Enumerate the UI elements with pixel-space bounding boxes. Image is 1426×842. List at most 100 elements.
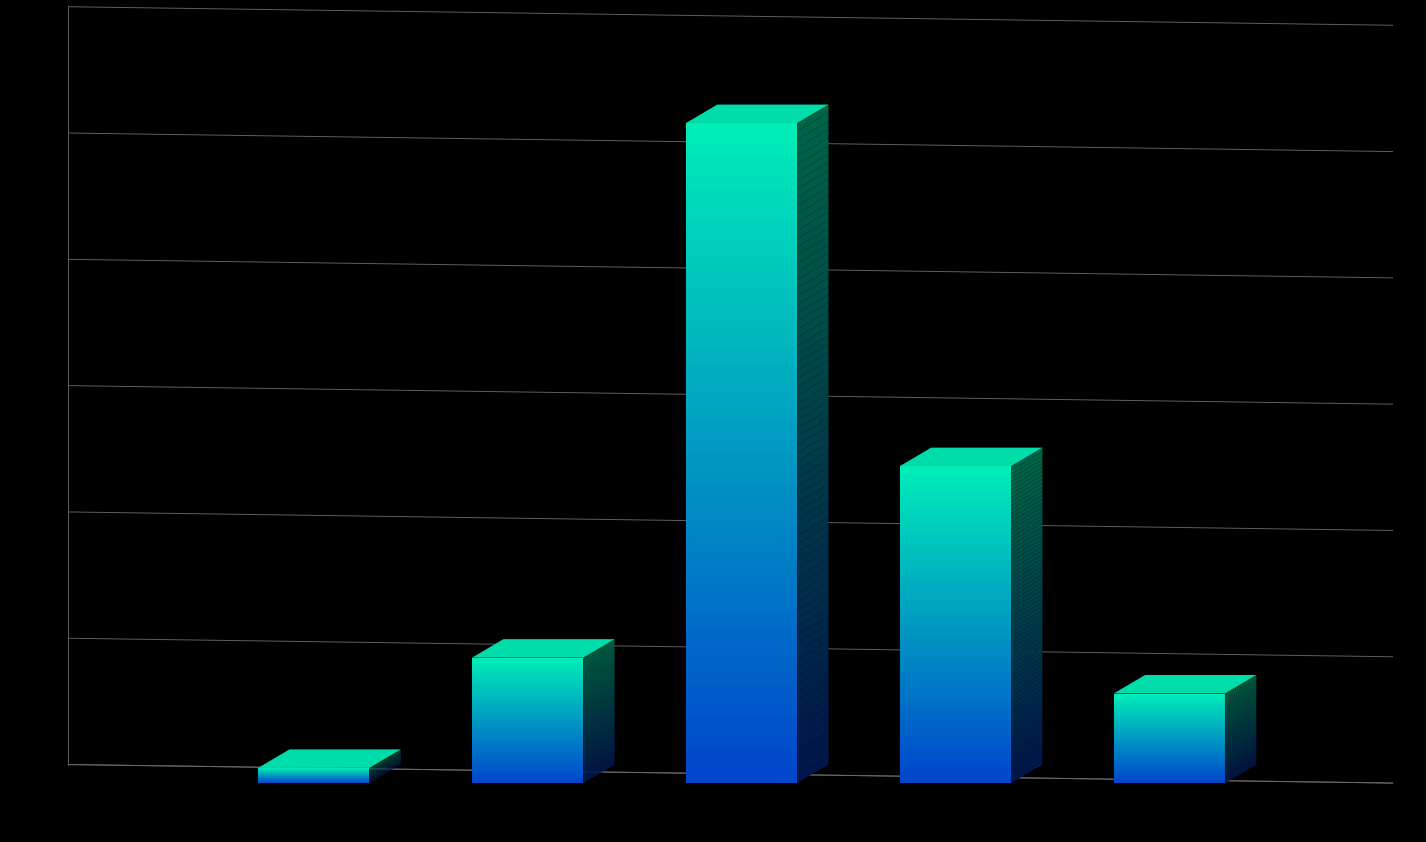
Polygon shape [583, 739, 615, 759]
Polygon shape [686, 610, 797, 618]
Polygon shape [369, 754, 401, 772]
Polygon shape [369, 757, 401, 775]
Polygon shape [797, 130, 829, 156]
Polygon shape [1011, 562, 1042, 585]
Polygon shape [472, 739, 583, 741]
Polygon shape [900, 648, 1011, 653]
Polygon shape [369, 761, 401, 780]
Polygon shape [583, 695, 615, 716]
Polygon shape [797, 352, 829, 379]
Polygon shape [686, 396, 797, 403]
Polygon shape [369, 753, 401, 771]
Polygon shape [369, 749, 401, 768]
Polygon shape [686, 123, 797, 131]
Polygon shape [1011, 539, 1042, 562]
Polygon shape [900, 482, 1011, 486]
Polygon shape [1225, 704, 1256, 724]
Polygon shape [900, 723, 1011, 727]
Polygon shape [1114, 725, 1225, 726]
Polygon shape [1011, 586, 1042, 609]
Polygon shape [472, 767, 583, 769]
Polygon shape [1225, 740, 1256, 759]
Polygon shape [1114, 718, 1225, 719]
Polygon shape [686, 403, 797, 412]
Polygon shape [1225, 679, 1256, 698]
Polygon shape [900, 727, 1011, 732]
Polygon shape [1011, 650, 1042, 672]
Polygon shape [1011, 697, 1042, 720]
Polygon shape [686, 255, 797, 264]
Polygon shape [1011, 630, 1042, 653]
Polygon shape [583, 719, 615, 739]
Polygon shape [369, 754, 401, 773]
Polygon shape [900, 601, 1011, 605]
Polygon shape [1011, 669, 1042, 692]
Polygon shape [369, 756, 401, 775]
Polygon shape [1011, 555, 1042, 577]
Polygon shape [1114, 698, 1225, 699]
Polygon shape [583, 701, 615, 721]
Polygon shape [1114, 762, 1225, 763]
Polygon shape [900, 537, 1011, 541]
Polygon shape [797, 756, 829, 783]
Polygon shape [1011, 583, 1042, 605]
Polygon shape [686, 742, 797, 750]
Polygon shape [1225, 728, 1256, 749]
Polygon shape [472, 725, 583, 727]
Polygon shape [1011, 574, 1042, 597]
Polygon shape [900, 506, 1011, 509]
Polygon shape [369, 751, 401, 770]
Polygon shape [472, 639, 615, 658]
Polygon shape [1011, 626, 1042, 648]
Polygon shape [1011, 665, 1042, 688]
Polygon shape [797, 732, 829, 759]
Polygon shape [472, 743, 583, 745]
Polygon shape [797, 319, 829, 346]
Polygon shape [1225, 692, 1256, 711]
Polygon shape [797, 706, 829, 733]
Polygon shape [1225, 727, 1256, 747]
Polygon shape [1011, 693, 1042, 716]
Polygon shape [900, 763, 1011, 767]
Polygon shape [686, 775, 797, 783]
Polygon shape [583, 697, 615, 717]
Polygon shape [369, 759, 401, 777]
Polygon shape [472, 690, 583, 692]
Polygon shape [686, 668, 797, 676]
Polygon shape [797, 253, 829, 280]
Polygon shape [583, 724, 615, 743]
Polygon shape [583, 721, 615, 741]
Polygon shape [1011, 499, 1042, 522]
Polygon shape [1114, 769, 1225, 770]
Polygon shape [369, 757, 401, 776]
Polygon shape [369, 750, 401, 769]
Polygon shape [1114, 775, 1225, 776]
Polygon shape [797, 591, 829, 618]
Polygon shape [583, 664, 615, 685]
Polygon shape [900, 676, 1011, 680]
Polygon shape [472, 701, 583, 703]
Polygon shape [1225, 758, 1256, 777]
Polygon shape [797, 204, 829, 231]
Polygon shape [369, 763, 401, 781]
Polygon shape [1225, 716, 1256, 735]
Polygon shape [1225, 714, 1256, 733]
Polygon shape [1225, 697, 1256, 717]
Polygon shape [472, 676, 583, 678]
Polygon shape [1011, 705, 1042, 727]
Polygon shape [686, 519, 797, 527]
Polygon shape [472, 754, 583, 756]
Polygon shape [797, 336, 829, 362]
Polygon shape [1114, 714, 1225, 715]
Polygon shape [686, 642, 797, 651]
Polygon shape [1114, 705, 1225, 706]
Polygon shape [797, 228, 829, 255]
Polygon shape [1011, 523, 1042, 546]
Polygon shape [1225, 718, 1256, 738]
Polygon shape [369, 764, 401, 782]
Polygon shape [686, 338, 797, 346]
Polygon shape [900, 704, 1011, 708]
Polygon shape [1225, 755, 1256, 775]
Polygon shape [369, 754, 401, 773]
Polygon shape [686, 470, 797, 477]
